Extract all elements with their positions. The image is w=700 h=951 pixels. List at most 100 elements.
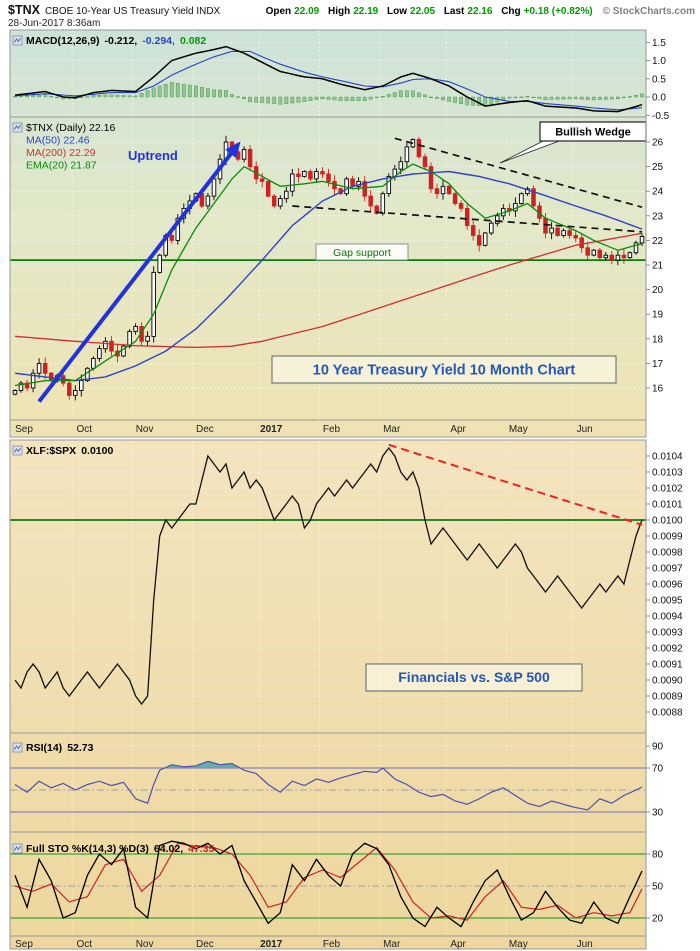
x-axis-month-label: Feb <box>323 939 341 950</box>
macd-histogram-bar <box>423 94 427 98</box>
macd-legend-part: -0.212, <box>105 35 138 47</box>
macd-histogram-bar <box>103 94 108 98</box>
macd-histogram-bar <box>332 96 337 101</box>
macd-histogram-bar <box>314 96 319 100</box>
price-scale-label: 24 <box>652 187 664 198</box>
ratio-scale-label: 0.0094 <box>652 612 683 623</box>
candle-body <box>79 380 84 391</box>
candle-body <box>320 171 325 175</box>
ratio-scale-label: 0.0104 <box>652 452 683 463</box>
rsi-scale-label: 30 <box>652 808 664 819</box>
ema20-line <box>14 163 643 387</box>
x-axis-month-label: Jun <box>577 424 593 435</box>
candle-body <box>133 326 138 332</box>
candle-body <box>368 195 373 207</box>
sto-legend-part: Full STO %K(14,3) %D(3) <box>26 843 149 855</box>
chart-header: $TNX CBOE 10-Year US Treasury Yield INDX… <box>0 0 700 29</box>
macd-histogram-bar <box>43 94 48 98</box>
ratio-scale-label: 0.0089 <box>652 692 683 703</box>
chg-value: +0.18 (+0.82%) <box>523 6 593 17</box>
macd-histogram-bar <box>356 96 361 101</box>
macd-histogram-bar <box>374 96 379 99</box>
sto-legend-part: 64.02, <box>154 843 183 855</box>
candle-body <box>458 203 464 209</box>
candle-body <box>344 178 349 195</box>
high-value: 22.19 <box>353 6 379 17</box>
ratio-legend-part: 0.0100 <box>81 445 113 457</box>
sto-scale-label: 50 <box>652 882 664 893</box>
macd-histogram-bar <box>405 90 409 98</box>
declining-trendline <box>388 443 643 526</box>
macd-histogram-bar <box>429 96 433 99</box>
candle-body <box>489 222 494 234</box>
macd-histogram-bar <box>537 96 542 99</box>
candle-body <box>284 190 289 200</box>
macd-histogram-bar <box>561 96 566 100</box>
macd-histogram-bar <box>260 96 265 103</box>
wedge-lower-line <box>292 205 643 233</box>
chart-title-box <box>271 355 617 384</box>
macd-histogram-bar <box>290 96 295 104</box>
macd-legend-part: 0.082 <box>180 35 206 47</box>
macd-histogram-bar <box>549 96 554 100</box>
macd-histogram-bar <box>85 96 90 98</box>
macd-histogram-bar <box>634 94 638 98</box>
macd-histogram-bar <box>398 90 403 98</box>
candle-body <box>326 173 331 182</box>
candle-body <box>265 180 271 197</box>
ratio-legend: XLF:$SPX 0.0100 <box>26 445 113 457</box>
macd-histogram-bar <box>386 94 391 98</box>
candle-body <box>67 382 72 396</box>
price-scale-label: 25 <box>652 162 664 173</box>
chg-label: Chg <box>501 6 521 17</box>
xlf-spx-line <box>14 446 643 706</box>
ratio-indicator-icon-glyph <box>14 447 21 453</box>
gap-support-box <box>315 243 409 261</box>
candle-body <box>615 254 621 261</box>
high-label: High <box>327 6 351 17</box>
candle-body <box>145 335 150 342</box>
macd-histogram-bar <box>392 92 397 98</box>
price-legend-item: MA(50) 22.46 <box>26 135 90 147</box>
candle-body <box>350 178 355 187</box>
candle-body <box>157 254 162 273</box>
open-label: Open <box>265 6 292 17</box>
candle-body <box>278 198 283 207</box>
macd-histogram-bar <box>362 96 367 101</box>
macd-scale-label: -0.5 <box>652 111 670 122</box>
candle-body <box>627 252 633 259</box>
macd-histogram-bar <box>525 96 530 98</box>
macd-legend: MACD(12,26,9) -0.212, -0.294, 0.082 <box>26 35 206 47</box>
candle-body <box>440 185 446 195</box>
ratio-scale-label: 0.0098 <box>652 548 683 559</box>
candle-body <box>633 242 639 254</box>
uptrend-arrow <box>37 141 241 403</box>
sto-legend: Full STO %K(14,3) %D(3) 64.02, 47.35 <box>26 843 215 855</box>
candle-body <box>476 235 482 246</box>
x-axis-month-label: Oct <box>77 939 93 950</box>
x-axis-month-label: 2017 <box>260 939 283 950</box>
macd-histogram-bar <box>326 96 331 100</box>
ratio-scale-label: 0.0100 <box>652 516 683 527</box>
ma50-line <box>14 170 643 382</box>
gap-support-label: Gap support <box>333 247 391 259</box>
macd-histogram-bar <box>139 92 144 98</box>
macd-scale-label: 0.5 <box>652 74 666 85</box>
macd-indicator-icon-glyph <box>14 37 21 43</box>
candle-body <box>464 207 470 227</box>
macd-histogram-bar <box>344 96 349 101</box>
macd-histogram-bar <box>567 96 572 100</box>
header-datetime: 28-Jun-2017 8:36am <box>8 18 101 29</box>
header-row-1: $TNX CBOE 10-Year US Treasury Yield INDX… <box>8 3 695 17</box>
macd-histogram-bar <box>338 96 343 101</box>
candle-body <box>36 362 42 374</box>
macd-histogram-bar <box>453 96 457 103</box>
candle-body <box>247 148 253 168</box>
x-axis-month-label: Dec <box>196 939 214 950</box>
macd-histogram-bar <box>555 96 560 100</box>
macd-histogram-bar <box>181 83 186 98</box>
candle-body <box>241 148 247 160</box>
last-label: Last <box>443 6 465 17</box>
macd-histogram-bar <box>579 96 584 100</box>
